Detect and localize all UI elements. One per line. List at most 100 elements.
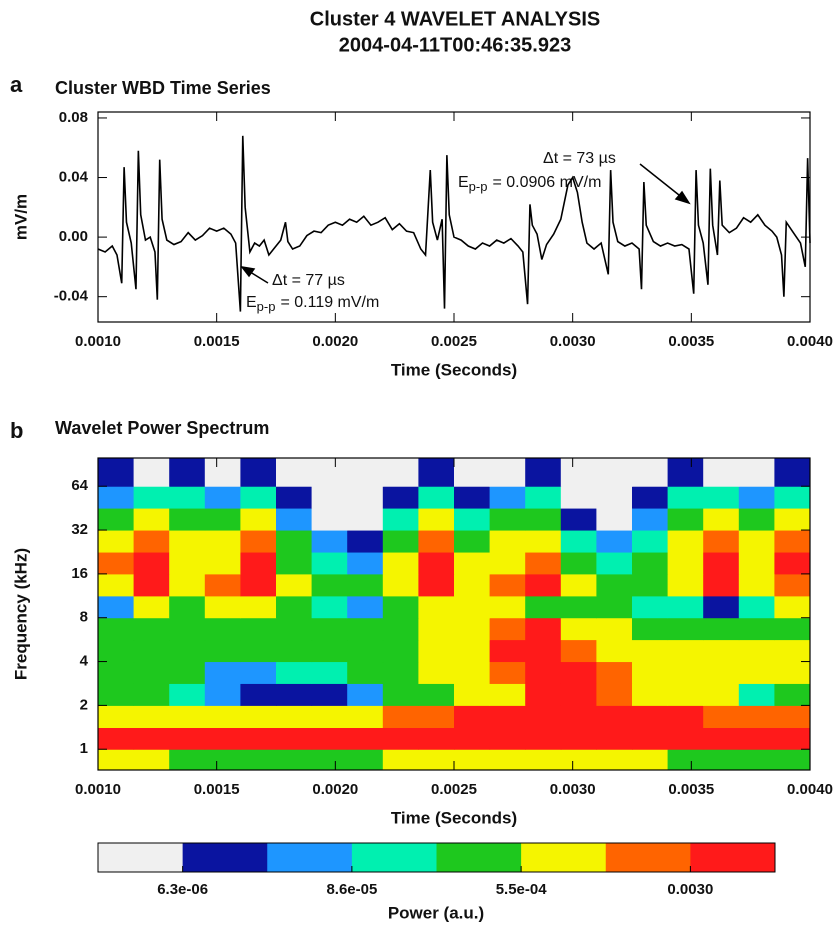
- heat-cell: [347, 552, 384, 575]
- heat-cell: [418, 683, 455, 706]
- heat-cell: [454, 749, 491, 771]
- heat-cell: [738, 661, 775, 684]
- heat-cell: [418, 705, 455, 728]
- heat-cell: [667, 458, 704, 487]
- heat-cell: [560, 573, 597, 597]
- annotation-text: = 0.0906 mV/m: [492, 174, 601, 191]
- heat-cell: [667, 595, 704, 619]
- heat-cell: [738, 749, 775, 771]
- heat-cell: [632, 573, 669, 597]
- heat-cell: [204, 595, 241, 619]
- x-axis-title: Time (Seconds): [391, 360, 517, 379]
- heat-cell: [596, 683, 633, 706]
- heat-cell: [276, 595, 313, 619]
- heat-cell: [311, 727, 348, 750]
- heat-cell: [489, 705, 526, 728]
- heat-cell: [276, 508, 313, 531]
- heat-cell: [667, 530, 704, 553]
- heat-cell: [204, 530, 241, 553]
- heat-cell: [774, 530, 811, 553]
- heat-cell: [596, 486, 633, 509]
- heat-cell: [667, 617, 704, 641]
- x-tick-label: 0.0020: [312, 333, 358, 350]
- heat-cell: [454, 458, 491, 487]
- heat-cell: [738, 595, 775, 619]
- heat-cell: [204, 661, 241, 684]
- x-tick-label: 0.0015: [194, 333, 240, 350]
- figure-title: Cluster 4 WAVELET ANALYSIS: [310, 8, 600, 30]
- heat-cell: [632, 749, 669, 771]
- heat-cell: [774, 595, 811, 619]
- heat-cell: [774, 727, 811, 750]
- x-tick-label: 0.0030: [550, 333, 596, 350]
- colorbar-segment: [98, 843, 184, 872]
- heat-cell: [525, 486, 562, 509]
- heat-cell: [774, 639, 811, 663]
- heat-cell: [525, 458, 562, 487]
- heat-cell: [204, 486, 241, 509]
- heat-cell: [560, 661, 597, 684]
- heat-cell: [204, 458, 241, 487]
- heat-cell: [774, 683, 811, 706]
- heat-cell: [703, 508, 740, 531]
- heat-cell: [596, 508, 633, 531]
- x-tick-label: 0.0025: [431, 781, 477, 798]
- heat-cell: [632, 727, 669, 750]
- heat-cell: [489, 573, 526, 597]
- heat-cell: [525, 639, 562, 663]
- heat-cell: [596, 727, 633, 750]
- heat-cell: [418, 552, 455, 575]
- panel-letter: b: [10, 418, 23, 443]
- heat-cell: [382, 639, 419, 663]
- colorbar-segment: [267, 843, 353, 872]
- heat-cell: [240, 683, 277, 706]
- heat-cell: [169, 508, 206, 531]
- heat-cell: [667, 486, 704, 509]
- heat-cell: [774, 552, 811, 575]
- heat-cell: [382, 705, 419, 728]
- heat-cell: [240, 639, 277, 663]
- heat-cell: [240, 530, 277, 553]
- heat-cell: [454, 508, 491, 531]
- heat-cell: [525, 595, 562, 619]
- heat-cell: [240, 573, 277, 597]
- heat-cell: [276, 486, 313, 509]
- panel-title: Cluster WBD Time Series: [55, 78, 271, 98]
- heat-cell: [525, 530, 562, 553]
- heat-cell: [525, 683, 562, 706]
- heat-cell: [276, 530, 313, 553]
- heat-cell: [382, 508, 419, 531]
- heat-cell: [632, 617, 669, 641]
- heat-cell: [311, 683, 348, 706]
- annotation: Δt = 73 µs: [543, 150, 616, 167]
- heat-cell: [311, 508, 348, 531]
- heat-cell: [276, 458, 313, 487]
- heat-cell: [525, 573, 562, 597]
- colorbar-segment: [690, 843, 776, 872]
- heat-cell: [311, 705, 348, 728]
- heat-cell: [489, 639, 526, 663]
- heat-cell: [418, 458, 455, 487]
- heat-cell: [311, 661, 348, 684]
- heat-cell: [560, 617, 597, 641]
- heat-cell: [98, 661, 135, 684]
- x-tick-label: 0.0030: [550, 781, 596, 798]
- heat-cell: [454, 573, 491, 597]
- heat-cell: [382, 749, 419, 771]
- heat-cell: [418, 508, 455, 531]
- heat-cell: [276, 705, 313, 728]
- heat-cell: [454, 661, 491, 684]
- colorbar-tick-label: 8.6e-05: [326, 881, 377, 898]
- x-tick-label: 0.0025: [431, 333, 477, 350]
- heat-cell: [418, 727, 455, 750]
- heat-cell: [774, 705, 811, 728]
- heat-cell: [596, 552, 633, 575]
- heat-cell: [240, 486, 277, 509]
- heat-cell: [240, 661, 277, 684]
- heat-cell: [738, 508, 775, 531]
- heat-cell: [525, 749, 562, 771]
- heat-cell: [347, 458, 384, 487]
- heat-cell: [240, 617, 277, 641]
- heat-cell: [169, 639, 206, 663]
